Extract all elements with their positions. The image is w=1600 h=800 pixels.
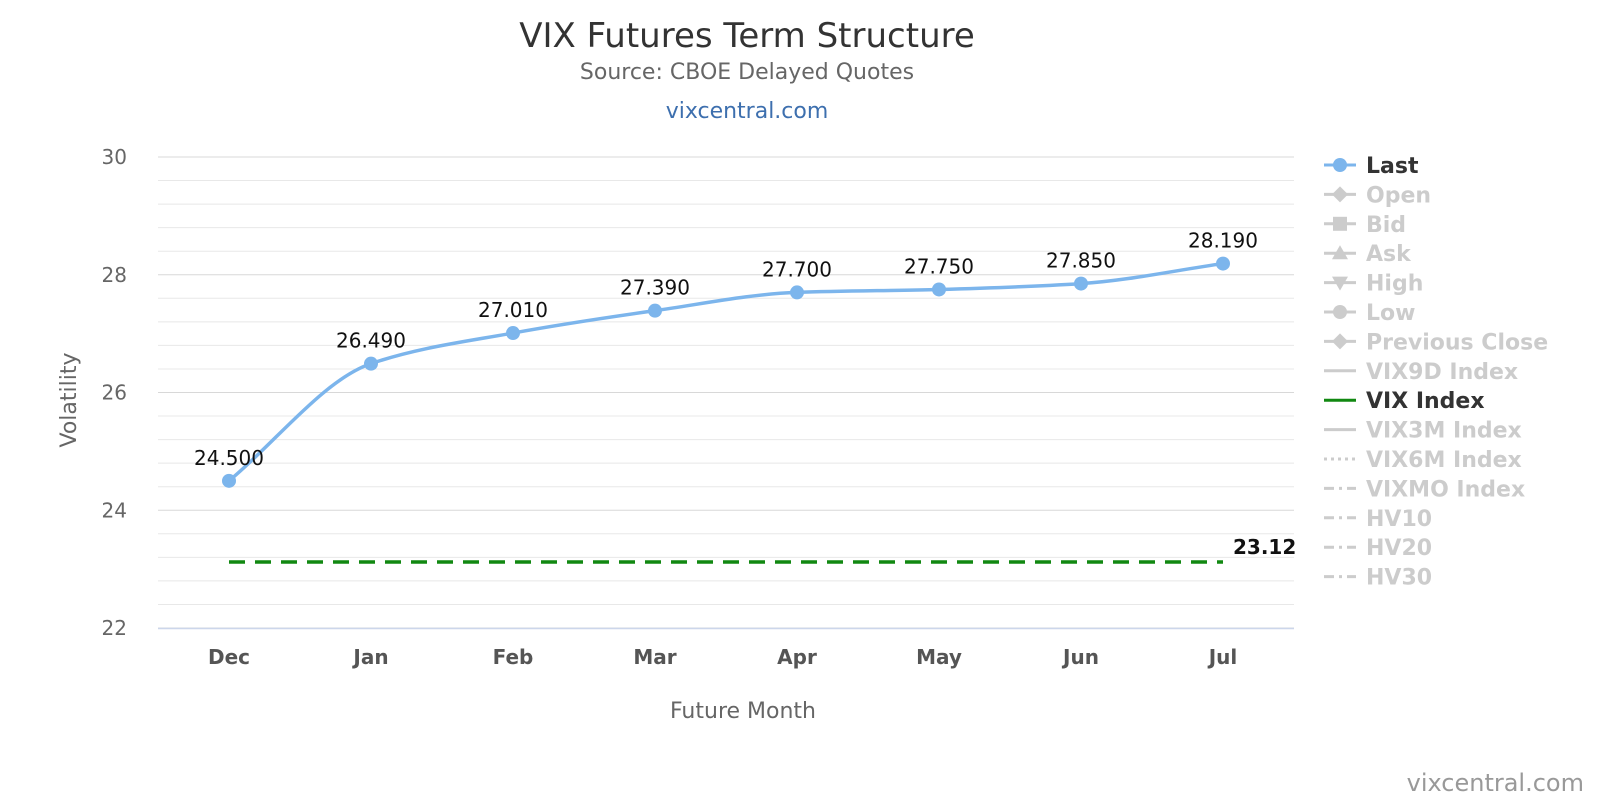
legend: Last Open Bid Ask High Low Previous Close VIX9D… — [1324, 154, 1548, 591]
legend-label: Previous Close — [1366, 330, 1548, 355]
chart-subtitle: Source: CBOE Delayed Quotes — [580, 60, 914, 85]
y-tick-label: 22 — [102, 616, 127, 640]
legend-item[interactable]: Low — [1324, 301, 1415, 326]
x-tick-label: Jul — [1207, 645, 1238, 669]
y-tick-label: 28 — [102, 263, 127, 287]
last-data-label: 27.850 — [1046, 249, 1116, 273]
last-data-point[interactable] — [1216, 256, 1230, 271]
x-tick-label: Jan — [351, 645, 388, 669]
vix-index-value-label: 23.12 — [1233, 535, 1296, 559]
legend-label: Low — [1366, 301, 1415, 326]
x-tick-label: May — [916, 645, 962, 669]
legend-item[interactable]: VIX3M Index — [1324, 419, 1522, 444]
x-axis-title: Future Month — [670, 699, 816, 724]
legend-marker-circle — [1333, 158, 1347, 172]
legend-marker-triangle — [1332, 245, 1348, 260]
y-tick-label: 24 — [102, 498, 127, 522]
legend-label: Ask — [1366, 242, 1412, 267]
x-tick-label: Mar — [633, 645, 676, 669]
x-axis: Dec Jan Feb Mar Apr May Jun Jul — [208, 645, 1237, 669]
last-data-point[interactable] — [790, 285, 804, 300]
last-data-label: 28.190 — [1188, 229, 1258, 253]
legend-item[interactable]: Last — [1324, 154, 1419, 179]
legend-item[interactable]: High — [1324, 272, 1423, 297]
legend-marker-diamond — [1332, 186, 1348, 203]
legend-item[interactable]: HV10 — [1324, 507, 1432, 532]
legend-item[interactable]: VIX6M Index — [1324, 448, 1522, 473]
y-tick-label: 30 — [102, 145, 127, 169]
legend-label: VIX6M Index — [1366, 448, 1522, 473]
last-data-point[interactable] — [648, 303, 662, 318]
legend-marker-square — [1333, 216, 1347, 231]
legend-label: VIX9D Index — [1366, 360, 1518, 385]
legend-item[interactable]: VIXMO Index — [1324, 477, 1525, 502]
legend-label: HV20 — [1366, 536, 1432, 561]
legend-item[interactable]: Open — [1324, 183, 1431, 208]
legend-item[interactable]: Ask — [1324, 242, 1412, 267]
legend-item[interactable]: VIX9D Index — [1324, 360, 1518, 385]
legend-item[interactable]: Bid — [1324, 213, 1406, 238]
last-data-label: 27.750 — [904, 254, 974, 278]
credits-link[interactable]: vixcentral.com — [1407, 769, 1584, 797]
plot-area: 23.12 24.500 26.490 27.010 27.390 27.700 27.75… — [194, 229, 1296, 564]
x-tick-label: Dec — [208, 645, 250, 669]
legend-marker-triangle-down — [1332, 276, 1348, 291]
gridlines — [158, 156, 1294, 630]
legend-marker-circle — [1333, 305, 1347, 319]
last-data-point[interactable] — [932, 282, 946, 297]
last-data-label: 26.490 — [336, 329, 406, 353]
last-data-label: 24.500 — [194, 446, 264, 470]
legend-label: VIX3M Index — [1366, 419, 1522, 444]
y-tick-label: 26 — [102, 381, 127, 405]
last-data-point[interactable] — [364, 356, 378, 371]
chart-title: VIX Futures Term Structure — [519, 16, 975, 56]
legend-label: VIX Index — [1366, 389, 1485, 414]
last-data-label: 27.390 — [620, 276, 690, 300]
last-data-label: 27.010 — [478, 298, 548, 322]
last-data-point[interactable] — [222, 473, 236, 488]
x-tick-label: Jun — [1061, 645, 1099, 669]
y-axis-title: Volatility — [57, 352, 82, 447]
legend-label: Bid — [1366, 213, 1406, 238]
legend-item[interactable]: HV30 — [1324, 566, 1432, 591]
last-series-line — [227, 261, 1224, 483]
legend-label: Last — [1366, 154, 1419, 179]
last-data-label: 27.700 — [762, 257, 832, 281]
last-data-point[interactable] — [506, 326, 520, 341]
x-tick-label: Apr — [777, 645, 817, 669]
legend-item[interactable]: Previous Close — [1324, 330, 1548, 355]
legend-label: VIXMO Index — [1366, 477, 1525, 502]
legend-label: HV10 — [1366, 507, 1432, 532]
x-tick-label: Feb — [493, 645, 534, 669]
source-link[interactable]: vixcentral.com — [666, 99, 829, 124]
legend-label: Open — [1366, 183, 1431, 208]
legend-item[interactable]: HV20 — [1324, 536, 1432, 561]
legend-label: High — [1366, 272, 1423, 297]
last-data-point[interactable] — [1074, 276, 1088, 291]
legend-item[interactable]: VIX Index — [1324, 389, 1485, 414]
legend-marker-diamond — [1332, 333, 1348, 350]
y-axis: 22 24 26 28 30 — [102, 145, 127, 640]
legend-label: HV30 — [1366, 566, 1432, 591]
